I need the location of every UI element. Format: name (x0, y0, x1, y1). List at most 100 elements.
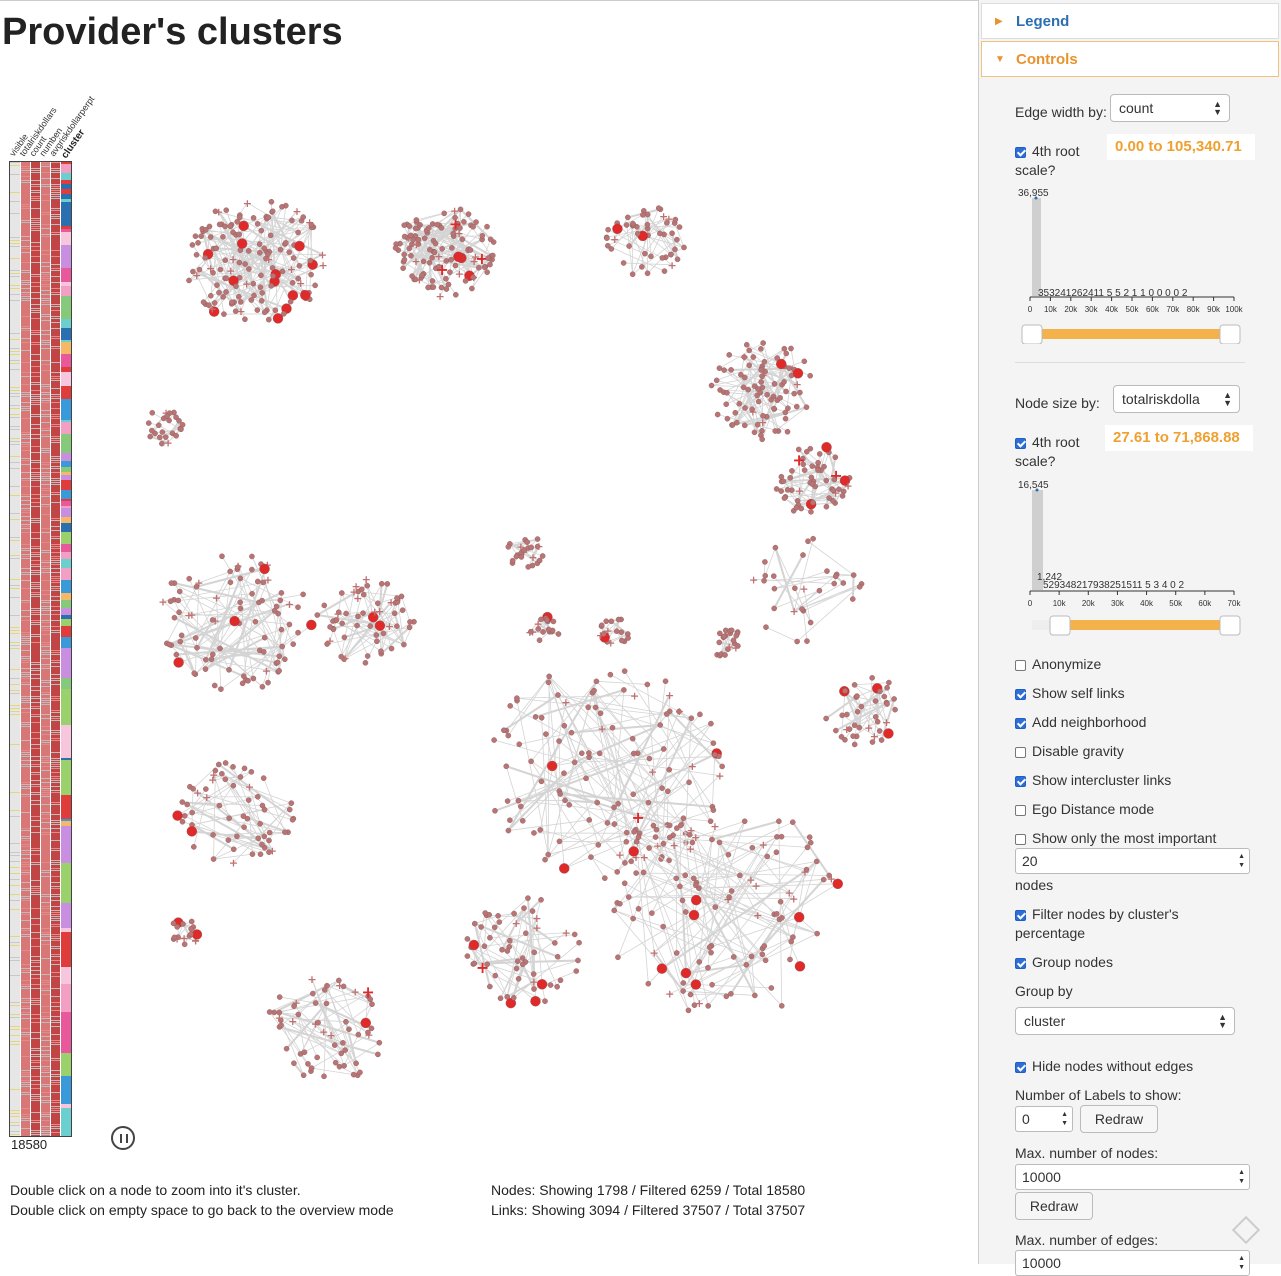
graph-node[interactable] (533, 714, 538, 719)
graph-node[interactable] (306, 620, 316, 630)
graph-node[interactable] (463, 278, 468, 283)
graph-node[interactable] (516, 798, 521, 803)
graph-node[interactable] (246, 797, 251, 802)
graph-node[interactable] (177, 589, 182, 594)
graph-node[interactable] (427, 247, 432, 252)
graph-node[interactable] (245, 678, 250, 683)
graph-node[interactable] (800, 552, 805, 557)
graph-node[interactable] (722, 634, 727, 639)
graph-node[interactable] (237, 239, 247, 249)
graph-node[interactable] (169, 581, 174, 586)
graph-node[interactable] (407, 625, 412, 630)
graph-node[interactable] (379, 581, 384, 586)
graph-node[interactable] (667, 835, 672, 840)
graph-node-cross[interactable]: + (842, 723, 851, 736)
graph-node[interactable] (369, 1002, 374, 1007)
redraw-labels-button[interactable]: Redraw (1080, 1105, 1158, 1133)
graph-node[interactable] (558, 791, 563, 796)
graph-node[interactable] (794, 505, 799, 510)
graph-node[interactable] (649, 911, 654, 916)
graph-node[interactable] (442, 211, 447, 216)
graph-node[interactable] (439, 246, 444, 251)
graph-node[interactable] (789, 939, 794, 944)
graph-node[interactable] (280, 644, 285, 649)
graph-node[interactable] (546, 627, 551, 632)
graph-node[interactable] (508, 703, 513, 708)
graph-node[interactable] (241, 825, 246, 830)
graph-node[interactable] (236, 294, 241, 299)
graph-node[interactable] (630, 221, 635, 226)
graph-node[interactable] (857, 584, 862, 589)
graph-node[interactable] (228, 580, 233, 585)
graph-node[interactable] (572, 760, 577, 765)
spinner-icon[interactable]: ▲▼ (1238, 1254, 1245, 1272)
graph-node[interactable] (690, 840, 695, 845)
graph-node[interactable] (180, 921, 185, 926)
graph-node-cross[interactable]: + (275, 1012, 284, 1025)
graph-node[interactable] (466, 212, 471, 217)
graph-node[interactable] (511, 995, 516, 1000)
graph-node[interactable] (282, 657, 287, 662)
pause-button[interactable] (111, 1126, 135, 1150)
graph-node[interactable] (614, 629, 619, 634)
graph-node[interactable] (708, 721, 713, 726)
graph-node[interactable] (629, 846, 639, 856)
graph-node[interactable] (559, 863, 569, 873)
graph-node[interactable] (233, 309, 238, 314)
graph-node[interactable] (776, 819, 781, 824)
graph-node[interactable] (291, 1061, 296, 1066)
graph-node[interactable] (187, 576, 192, 581)
graph-node[interactable] (269, 199, 274, 204)
graph-node[interactable] (759, 374, 764, 379)
graph-node[interactable] (289, 218, 294, 223)
graph-node[interactable] (176, 598, 181, 603)
graph-node-cross[interactable]: + (790, 605, 799, 618)
graph-node-cross[interactable]: + (615, 849, 624, 862)
graph-node[interactable] (258, 285, 263, 290)
graph-node[interactable] (208, 293, 213, 298)
graph-node-cross[interactable]: + (202, 791, 211, 804)
graph-node[interactable] (795, 961, 805, 971)
spinner-icon[interactable]: ▲▼ (1061, 1110, 1068, 1128)
graph-node[interactable] (223, 760, 228, 765)
graph-node[interactable] (854, 693, 859, 698)
graph-node[interactable] (824, 569, 829, 574)
graph-node[interactable] (237, 260, 242, 265)
graph-node[interactable] (710, 982, 715, 987)
graph-node[interactable] (188, 932, 193, 937)
graph-node-cross[interactable]: + (264, 253, 273, 266)
graph-node[interactable] (552, 940, 557, 945)
graph-node[interactable] (277, 668, 282, 673)
graph-node[interactable] (668, 252, 673, 257)
graph-node[interactable] (815, 468, 820, 473)
graph-node[interactable] (773, 545, 778, 550)
graph-node[interactable] (529, 545, 534, 550)
graph-node[interactable] (230, 230, 235, 235)
graph-node[interactable] (665, 789, 670, 794)
graph-node[interactable] (230, 616, 240, 626)
graph-node[interactable] (361, 592, 366, 597)
legend-accordion[interactable]: ▶ Legend (981, 3, 1279, 39)
graph-node[interactable] (393, 245, 398, 250)
graph-node[interactable] (556, 631, 561, 636)
graph-node[interactable] (261, 649, 266, 654)
graph-node[interactable] (488, 237, 493, 242)
graph-node[interactable] (267, 1009, 272, 1014)
graph-node-cross[interactable]: + (648, 765, 657, 778)
graph-node[interactable] (674, 876, 679, 881)
graph-node[interactable] (525, 896, 530, 901)
graph-node[interactable] (621, 260, 626, 265)
graph-node[interactable] (402, 223, 407, 228)
graph-node[interactable] (677, 884, 682, 889)
graph-node[interactable] (471, 224, 476, 229)
graph-node[interactable] (653, 834, 658, 839)
graph-node[interactable] (305, 1061, 310, 1066)
graph-node[interactable] (597, 751, 602, 756)
graph-node-cross[interactable]: + (562, 927, 571, 940)
graph-node[interactable] (291, 1004, 296, 1009)
graph-node[interactable] (203, 667, 208, 672)
node-histogram[interactable]: 16,545 1,242 529348217938251511 5 3 4 0 … (1012, 476, 1252, 641)
graph-node[interactable] (472, 921, 477, 926)
edge-root-checkbox[interactable] (1015, 147, 1026, 158)
graph-node[interactable] (557, 839, 562, 844)
